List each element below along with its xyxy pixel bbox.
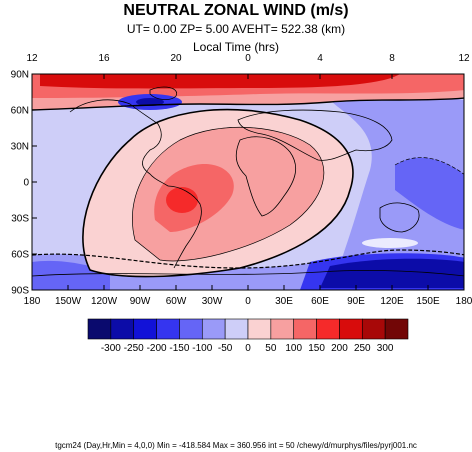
x-tick-label: 60W — [166, 296, 187, 307]
chart-title: NEUTRAL ZONAL WIND (m/s) — [123, 2, 349, 19]
colorbar-swatch — [224, 318, 249, 340]
x-tick-label: 0 — [245, 296, 251, 307]
x-tick-label: 60E — [311, 296, 329, 307]
contour-pacific-line — [394, 157, 464, 175]
top-tick-label: 20 — [170, 53, 182, 64]
top-tick-label: 12 — [458, 53, 470, 64]
y-tick-label: 60N — [11, 106, 29, 117]
colorbar-swatch — [201, 318, 226, 340]
x-tick-label: 180 — [456, 296, 472, 307]
x-tick-label: 90E — [347, 296, 365, 307]
colorbar-label: -100 — [192, 343, 212, 354]
x-tick-label: 180 — [24, 296, 41, 307]
colorbar-label: -250 — [124, 343, 144, 354]
colorbar-label: -200 — [147, 343, 167, 354]
x-tick-label: 90W — [130, 296, 151, 307]
coast-north-america — [69, 99, 169, 187]
field-southern-band-3 — [320, 258, 464, 288]
y-tick-label: 90S — [11, 286, 29, 297]
colorbar-swatch — [361, 318, 386, 340]
x-tick-label: 150E — [416, 296, 440, 307]
x-tick-label: 30W — [202, 296, 223, 307]
coast-eurasia — [237, 109, 393, 161]
top-tick-label: 16 — [98, 53, 110, 64]
colorbar-label: 50 — [265, 343, 277, 354]
contour-north-line — [32, 97, 464, 111]
top-tick-label: 0 — [245, 53, 251, 64]
y-tick-label: 0 — [23, 178, 29, 189]
coast-africa — [235, 136, 297, 217]
colorbar-label: 150 — [308, 343, 325, 354]
x-tick-label: 120W — [91, 296, 118, 307]
colorbar-label: 300 — [377, 343, 394, 354]
top-axis-label: Local Time (hrs) — [192, 40, 280, 54]
field-negative-pacific — [395, 157, 464, 230]
contour-south-line — [32, 249, 464, 269]
field-positive-core — [166, 187, 198, 213]
colorbar-swatch — [110, 318, 135, 340]
coast-greenland — [149, 86, 178, 100]
y-tick-label: 30N — [11, 142, 29, 153]
top-axis: 12 16 20 0 4 8 12 — [26, 53, 470, 79]
x-tick-label: 150W — [55, 296, 82, 307]
colorbar-swatch — [339, 318, 363, 340]
chart-subtitle: UT= 0.00 ZP= 5.00 AVEHT= 522.38 (km) — [126, 22, 346, 36]
colorbar-swatch — [156, 318, 180, 340]
y-tick-label: 90N — [11, 70, 29, 81]
field-north-negative-core — [136, 98, 164, 106]
colorbar-swatch — [293, 318, 317, 340]
top-tick-label: 12 — [26, 53, 38, 64]
colorbar-label: 100 — [285, 343, 302, 354]
coast-south-america — [167, 185, 202, 269]
contour-field — [32, 74, 464, 290]
colorbar-swatch — [179, 318, 203, 340]
colorbar: -300 -250 -200 -150 -100 -50 0 50 100 150 200 250 30… — [87, 318, 409, 354]
colorbar-label: 0 — [245, 343, 251, 354]
bottom-axis: 180 150W 120W 90W 60W 30W 0 30E 60E 90E 120E 150E 18… — [24, 285, 472, 307]
y-tick-label: 60S — [11, 250, 29, 261]
colorbar-swatch — [384, 318, 409, 340]
y-tick-label: 30S — [11, 214, 29, 225]
colorbar-swatch — [316, 318, 340, 340]
colorbar-label: 250 — [354, 343, 371, 354]
top-tick-label: 8 — [389, 53, 395, 64]
field-north-band-3 — [40, 74, 400, 89]
left-axis: 90N 60N 30N 0 30S 60S 90S — [11, 70, 37, 297]
top-tick-label: 4 — [317, 53, 323, 64]
contour-zero-line — [82, 108, 354, 278]
colorbar-swatch — [247, 318, 272, 340]
x-tick-label: 120E — [380, 296, 404, 307]
x-tick-label: 30E — [275, 296, 293, 307]
coast-antarctica — [32, 269, 464, 277]
contour-100-line — [132, 126, 325, 262]
field-white-patch — [362, 238, 418, 248]
colorbar-label: 200 — [331, 343, 348, 354]
coast-australia — [379, 202, 420, 233]
colorbar-swatch — [270, 318, 295, 340]
footer-info: tgcm24 (Day,Hr,Min = 4,0,0) Min = -418.5… — [55, 441, 417, 450]
colorbar-label: -150 — [169, 343, 189, 354]
colorbar-swatch — [133, 318, 157, 340]
colorbar-label: -300 — [101, 343, 121, 354]
coastlines — [32, 86, 464, 277]
colorbar-swatch — [87, 318, 112, 340]
colorbar-label: -50 — [218, 343, 233, 354]
